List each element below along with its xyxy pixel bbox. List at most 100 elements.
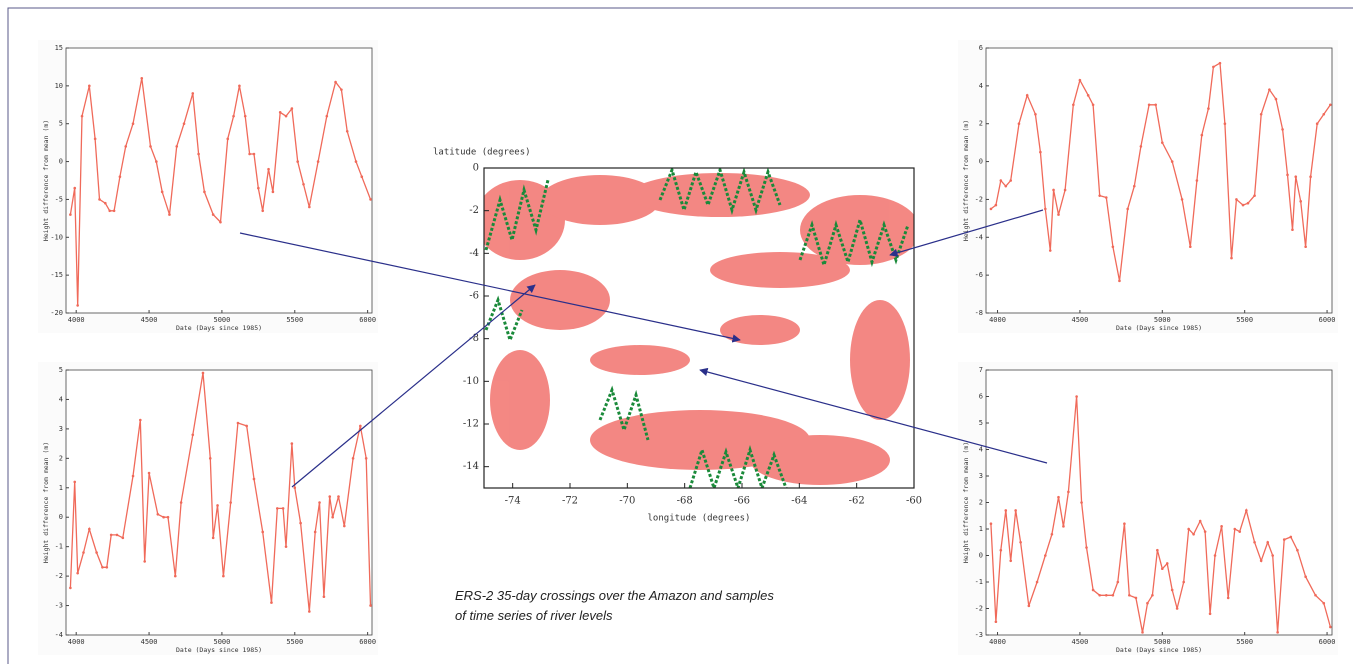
- point: [1203, 530, 1207, 533]
- point: [316, 160, 320, 163]
- point: [1078, 78, 1082, 82]
- point: [131, 474, 135, 478]
- x-tick-label: 6000: [1319, 638, 1336, 646]
- point: [1004, 509, 1008, 512]
- point: [1207, 107, 1210, 110]
- point: [331, 515, 334, 519]
- point: [1147, 103, 1151, 107]
- point: [208, 457, 212, 460]
- point: [226, 137, 230, 141]
- x-tick-label: -72: [562, 496, 578, 507]
- point: [1182, 580, 1186, 584]
- y-tick-label: -1: [975, 578, 983, 586]
- point: [308, 610, 311, 613]
- point: [1034, 112, 1037, 116]
- point: [1160, 567, 1164, 571]
- point: [88, 527, 91, 531]
- point: [166, 515, 170, 519]
- point: [147, 471, 151, 475]
- point: [197, 152, 200, 156]
- point: [1104, 196, 1108, 199]
- point: [325, 114, 329, 118]
- point: [1017, 122, 1021, 126]
- point: [76, 571, 79, 575]
- point: [275, 507, 279, 510]
- point: [1189, 245, 1192, 249]
- point: [1233, 527, 1237, 531]
- point: [140, 76, 144, 80]
- x-tick-label: 4000: [989, 316, 1006, 324]
- point: [351, 457, 355, 460]
- x-tick-label: 5000: [213, 638, 230, 646]
- x-axis-label: longitude (degrees): [648, 514, 751, 524]
- x-axis-label: Date (Days since 1985): [1116, 324, 1202, 332]
- y-tick-label: -12: [463, 419, 479, 430]
- point: [299, 521, 302, 525]
- point: [1266, 540, 1270, 544]
- point: [1154, 103, 1158, 107]
- point: [238, 84, 241, 88]
- point: [1118, 279, 1121, 283]
- point: [994, 620, 998, 624]
- x-axis-label: Date (Days since 1985): [176, 324, 262, 332]
- point: [1085, 546, 1088, 549]
- point: [1052, 188, 1055, 192]
- plot-frame: [65, 369, 373, 636]
- point: [1198, 519, 1202, 523]
- point: [1223, 122, 1227, 126]
- y-tick-label: 6: [979, 393, 983, 401]
- point: [1019, 540, 1022, 544]
- y-tick-label: -15: [50, 271, 63, 279]
- point: [1322, 112, 1326, 116]
- point: [1044, 207, 1047, 211]
- point: [1141, 631, 1144, 634]
- y-tick-label: -2: [975, 605, 983, 613]
- point: [80, 114, 84, 118]
- point: [149, 145, 152, 148]
- point: [1259, 112, 1263, 116]
- x-tick-label: 6000: [359, 638, 376, 646]
- point: [1299, 200, 1302, 203]
- point: [229, 501, 232, 504]
- point: [1309, 175, 1312, 179]
- point: [1187, 527, 1190, 531]
- point: [1314, 593, 1317, 597]
- point: [1044, 554, 1047, 557]
- point: [343, 524, 346, 528]
- point: [1282, 538, 1286, 541]
- point: [1091, 103, 1095, 107]
- point: [219, 220, 222, 224]
- point: [1294, 175, 1298, 179]
- point: [173, 574, 177, 578]
- point: [73, 480, 77, 484]
- point: [318, 501, 321, 504]
- point: [278, 111, 282, 114]
- point: [999, 179, 1003, 182]
- point: [179, 501, 183, 504]
- point: [1281, 128, 1284, 131]
- x-tick-label: 4000: [68, 638, 85, 646]
- point: [211, 213, 215, 216]
- x-tick-label: -74: [505, 496, 521, 507]
- y-tick-label: -8: [975, 309, 983, 317]
- plot-frame: [985, 47, 1333, 314]
- point: [175, 145, 179, 148]
- x-tick-label: -62: [849, 496, 865, 507]
- point: [1180, 198, 1184, 201]
- y-tick-label: 2: [979, 499, 983, 507]
- point: [340, 88, 343, 91]
- point: [989, 522, 993, 525]
- y-tick-label: 10: [55, 82, 63, 90]
- point: [360, 175, 364, 179]
- point: [345, 129, 349, 133]
- point: [1213, 554, 1217, 557]
- point: [112, 209, 116, 213]
- x-tick-label: -64: [791, 496, 807, 507]
- y-tick-label: 6: [979, 44, 983, 52]
- y-axis-label: latitude (degrees): [433, 148, 531, 158]
- x-tick-label: 5000: [1154, 316, 1171, 324]
- y-tick-label: -3: [55, 602, 63, 610]
- point: [69, 213, 72, 216]
- y-axis-label: Height difference from mean (m): [962, 442, 970, 563]
- point: [1132, 184, 1136, 188]
